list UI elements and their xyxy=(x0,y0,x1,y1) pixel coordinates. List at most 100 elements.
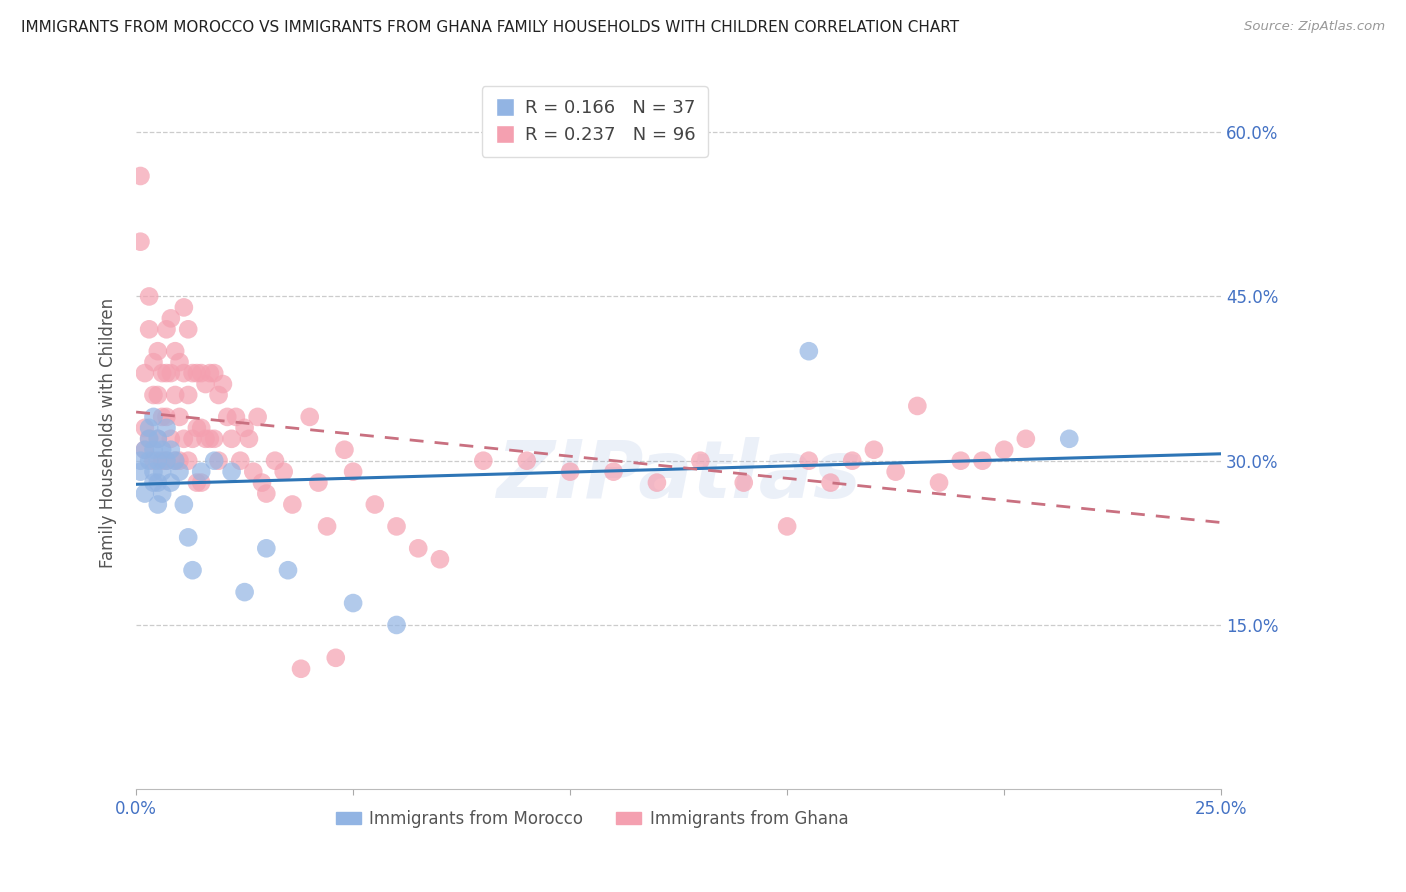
Point xyxy=(155,453,177,467)
Point xyxy=(202,453,225,467)
Point xyxy=(1015,432,1038,446)
Point xyxy=(138,322,160,336)
Point xyxy=(385,519,408,533)
Point xyxy=(142,388,165,402)
Point xyxy=(198,432,221,446)
Point xyxy=(129,465,152,479)
Point xyxy=(250,475,273,490)
Point xyxy=(129,453,152,467)
Point xyxy=(169,453,191,467)
Point xyxy=(972,453,994,467)
Text: ZIPatlas: ZIPatlas xyxy=(496,437,860,515)
Y-axis label: Family Households with Children: Family Households with Children xyxy=(100,298,117,568)
Point xyxy=(429,552,451,566)
Point xyxy=(333,442,356,457)
Point xyxy=(198,366,221,380)
Point xyxy=(207,453,229,467)
Point xyxy=(342,596,364,610)
Point xyxy=(150,409,173,424)
Point xyxy=(194,432,217,446)
Point xyxy=(797,453,820,467)
Point xyxy=(602,465,624,479)
Point xyxy=(160,432,183,446)
Point xyxy=(177,530,200,544)
Point xyxy=(242,465,264,479)
Point xyxy=(160,475,183,490)
Point xyxy=(190,475,212,490)
Point xyxy=(134,442,156,457)
Point xyxy=(155,409,177,424)
Point xyxy=(142,475,165,490)
Point xyxy=(385,618,408,632)
Point xyxy=(233,585,256,599)
Point xyxy=(558,465,581,479)
Point xyxy=(364,498,387,512)
Point xyxy=(254,541,277,556)
Point xyxy=(150,453,173,467)
Point xyxy=(277,563,299,577)
Point xyxy=(863,442,886,457)
Point xyxy=(129,235,152,249)
Point xyxy=(217,409,239,424)
Point xyxy=(142,355,165,369)
Point xyxy=(202,432,225,446)
Point xyxy=(689,453,711,467)
Point xyxy=(225,409,247,424)
Point xyxy=(177,453,200,467)
Point xyxy=(146,344,169,359)
Point xyxy=(993,442,1015,457)
Point xyxy=(221,432,243,446)
Point xyxy=(181,432,204,446)
Point xyxy=(928,475,950,490)
Point xyxy=(186,421,208,435)
Point xyxy=(186,475,208,490)
Point xyxy=(246,409,269,424)
Point xyxy=(190,421,212,435)
Point xyxy=(342,465,364,479)
Point xyxy=(797,344,820,359)
Point xyxy=(142,442,165,457)
Point xyxy=(155,366,177,380)
Point xyxy=(316,519,339,533)
Point xyxy=(307,475,329,490)
Point xyxy=(290,662,312,676)
Point xyxy=(516,453,538,467)
Point xyxy=(150,465,173,479)
Point xyxy=(134,486,156,500)
Point xyxy=(165,388,187,402)
Point xyxy=(138,453,160,467)
Point xyxy=(1057,432,1080,446)
Point xyxy=(645,475,668,490)
Point xyxy=(150,442,173,457)
Point xyxy=(138,289,160,303)
Point xyxy=(207,388,229,402)
Point xyxy=(146,432,169,446)
Point xyxy=(134,421,156,435)
Point xyxy=(190,366,212,380)
Point xyxy=(160,311,183,326)
Point xyxy=(165,453,187,467)
Point xyxy=(165,453,187,467)
Point xyxy=(221,465,243,479)
Point xyxy=(142,409,165,424)
Point xyxy=(238,432,260,446)
Point xyxy=(160,366,183,380)
Point xyxy=(165,344,187,359)
Point xyxy=(229,453,252,467)
Point xyxy=(138,432,160,446)
Point xyxy=(181,563,204,577)
Point xyxy=(733,475,755,490)
Point xyxy=(155,453,177,467)
Point xyxy=(169,465,191,479)
Text: Source: ZipAtlas.com: Source: ZipAtlas.com xyxy=(1244,20,1385,33)
Point xyxy=(325,650,347,665)
Point xyxy=(406,541,429,556)
Point xyxy=(190,465,212,479)
Point xyxy=(264,453,287,467)
Point xyxy=(298,409,321,424)
Point xyxy=(186,366,208,380)
Point xyxy=(160,442,183,457)
Point xyxy=(194,377,217,392)
Point xyxy=(142,465,165,479)
Point xyxy=(281,498,304,512)
